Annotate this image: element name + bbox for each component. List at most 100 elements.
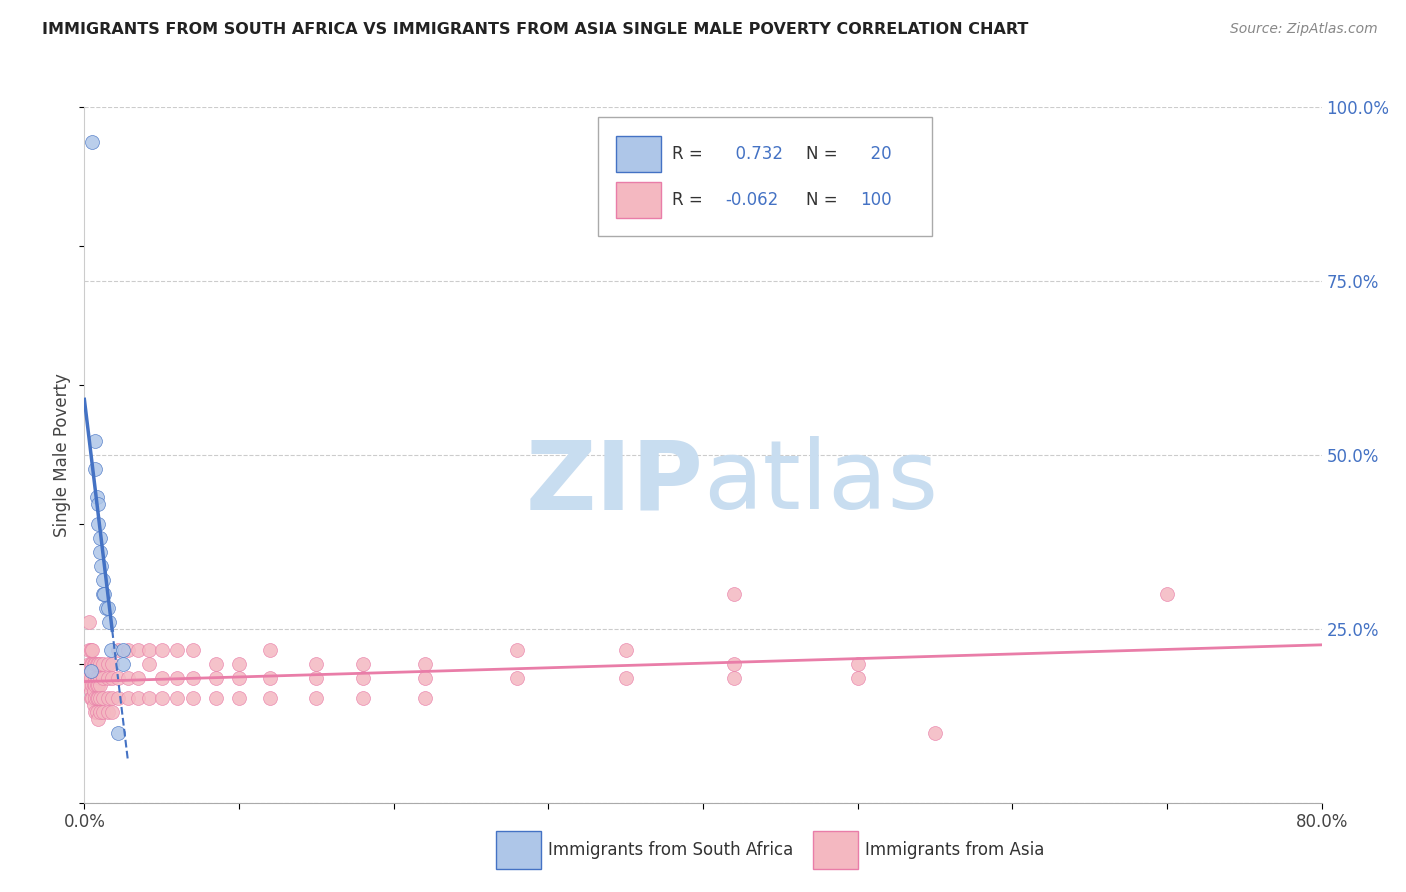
Point: [82, 657, 104, 671]
Text: R =: R =: [672, 145, 709, 162]
Point: [101, 706, 124, 720]
Point: [107, 642, 129, 657]
Point: [86, 671, 108, 685]
Text: Immigrants from South Africa: Immigrants from South Africa: [548, 841, 793, 859]
Point: [506, 671, 529, 685]
Point: [84, 691, 107, 706]
Point: [82, 664, 104, 678]
Text: atlas: atlas: [703, 436, 938, 529]
Point: [107, 671, 129, 685]
Point: [614, 642, 637, 657]
Point: [89, 691, 111, 706]
Point: [150, 691, 173, 706]
Point: [84, 671, 107, 685]
Point: [138, 657, 160, 671]
Point: [87, 517, 110, 532]
Point: [166, 642, 188, 657]
FancyBboxPatch shape: [598, 118, 932, 235]
Point: [101, 657, 124, 671]
Point: [91, 657, 114, 671]
Point: [506, 642, 529, 657]
Point: [84, 677, 107, 691]
Point: [82, 691, 104, 706]
Point: [117, 671, 139, 685]
Point: [101, 691, 124, 706]
Point: [181, 691, 204, 706]
Point: [77, 657, 100, 671]
FancyBboxPatch shape: [616, 136, 661, 172]
Point: [259, 642, 281, 657]
Point: [79, 684, 101, 698]
Point: [107, 691, 129, 706]
Point: [100, 642, 122, 657]
Point: [205, 671, 228, 685]
Point: [924, 726, 946, 740]
Point: [87, 677, 110, 691]
Point: [846, 657, 869, 671]
Point: [413, 671, 436, 685]
Point: [89, 706, 111, 720]
Point: [93, 587, 115, 601]
Point: [97, 657, 120, 671]
Point: [77, 642, 100, 657]
Point: [723, 671, 745, 685]
Point: [83, 677, 105, 691]
Point: [723, 657, 745, 671]
Point: [138, 642, 160, 657]
Point: [86, 657, 108, 671]
Point: [1156, 587, 1178, 601]
Point: [91, 706, 114, 720]
Point: [97, 691, 120, 706]
Point: [87, 497, 110, 511]
Point: [97, 706, 120, 720]
Point: [87, 712, 110, 726]
Point: [84, 657, 107, 671]
Point: [107, 726, 129, 740]
Point: [128, 642, 150, 657]
Point: [87, 671, 110, 685]
Point: [97, 601, 120, 615]
Text: 0.732: 0.732: [725, 145, 783, 162]
Point: [91, 573, 114, 587]
Point: [86, 677, 108, 691]
Point: [112, 657, 135, 671]
Point: [614, 671, 637, 685]
Point: [166, 671, 188, 685]
Point: [98, 615, 121, 629]
Point: [413, 691, 436, 706]
Point: [84, 434, 107, 448]
Point: [83, 657, 105, 671]
Point: [128, 671, 150, 685]
Point: [87, 691, 110, 706]
Point: [413, 657, 436, 671]
FancyBboxPatch shape: [616, 182, 661, 219]
Point: [84, 462, 107, 476]
Point: [846, 671, 869, 685]
Point: [84, 706, 107, 720]
Point: [228, 671, 250, 685]
Point: [86, 706, 108, 720]
Text: 20: 20: [860, 145, 891, 162]
Point: [205, 657, 228, 671]
Point: [91, 691, 114, 706]
Text: -0.062: -0.062: [725, 191, 779, 209]
Text: Source: ZipAtlas.com: Source: ZipAtlas.com: [1230, 22, 1378, 37]
Point: [82, 135, 104, 149]
Y-axis label: Single Male Poverty: Single Male Poverty: [53, 373, 72, 537]
Point: [305, 691, 328, 706]
Text: N =: N =: [806, 191, 842, 209]
Point: [86, 490, 108, 504]
Point: [181, 642, 204, 657]
Point: [90, 559, 112, 574]
Point: [259, 691, 281, 706]
Point: [83, 698, 105, 713]
Point: [79, 691, 101, 706]
Point: [79, 664, 101, 678]
Point: [138, 691, 160, 706]
Point: [352, 657, 374, 671]
Point: [89, 532, 111, 546]
Point: [205, 691, 228, 706]
Point: [150, 642, 173, 657]
Point: [79, 671, 101, 685]
Point: [91, 587, 114, 601]
